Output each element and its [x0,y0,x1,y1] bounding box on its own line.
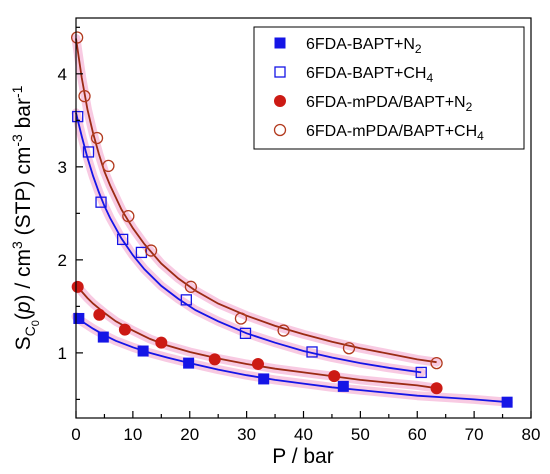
data-point-s0 [183,357,195,369]
x-tick-label: 40 [294,425,313,444]
data-point-s3 [78,89,91,103]
legend-marker-1 [274,66,286,78]
data-point-s1 [306,346,318,358]
data-point-s0 [337,380,349,392]
x-axis-ticks: 0 10 20 30 40 50 60 70 80 [71,411,540,444]
y-title-sup-3: 3 [9,241,25,249]
data-point-s1 [95,196,107,208]
x-tick-label: 50 [351,425,370,444]
data-point-s3 [144,244,158,257]
y-title-rest1: ) / cm [12,249,35,302]
y-title-sub-c: C [22,326,38,336]
data-point-s0 [501,396,513,408]
data-point-s3 [184,280,198,293]
fit-curve-1 [75,112,422,374]
data-point-s3 [342,342,356,355]
fit-curve-2 [75,285,437,390]
data-markers [70,31,513,408]
y-title-rest2: (STP) cm [12,147,35,242]
data-point-s3 [70,31,84,44]
data-point-s1 [415,366,427,379]
data-point-s3 [277,324,290,337]
legend-marker-3 [273,123,287,137]
data-point-s1 [239,327,252,339]
y-title-p: p [12,301,35,314]
fit-curve-0 [75,315,509,404]
legend-label-bapt-n2: 6FDA-BAPT+N2 [306,36,422,56]
data-point-s2 [328,370,341,383]
x-tick-label: 10 [123,425,142,444]
y-title-open: ( [12,313,35,320]
legend-markers [273,37,287,137]
y-title-sub-0: 0 [30,320,42,326]
data-point-s0 [97,331,109,343]
data-point-s2 [155,336,168,349]
x-tick-label: 80 [522,425,541,444]
y-tick-label: 2 [58,251,67,270]
legend-label-bapt-ch4: 6FDA-BAPT+CH4 [306,65,433,85]
y-title-s: S [12,336,35,350]
legend-box [253,26,525,150]
y-axis-ticks: 1 2 3 4 [58,26,83,400]
data-point-s3 [122,209,135,223]
data-point-s0 [137,345,149,357]
y-tick-label: 1 [58,344,67,363]
y-axis-title: SC0(p) / cm3 (STP) cm-3 bar-1 [9,85,42,350]
data-point-s3 [234,312,248,325]
x-tick-label: 30 [237,425,256,444]
legend-marker-2 [274,95,286,107]
x-axis-title: P / bar [272,445,333,468]
x-tick-label: 70 [465,425,484,444]
data-point-s0 [258,373,270,385]
y-tick-label: 4 [58,65,67,84]
data-point-s1 [116,233,129,246]
data-point-s0 [73,312,85,324]
data-point-s2 [93,308,106,321]
data-point-s2 [252,358,264,371]
fit-curves [75,38,509,404]
data-point-s3 [102,159,115,173]
data-point-s3 [430,356,443,370]
data-point-s2 [118,323,131,336]
y-title-sup-neg3: -3 [9,134,25,147]
y-title-rest3: bar [12,98,35,134]
legend-label-mpda-n2: 6FDA-mPDA/BAPT+N2 [306,94,473,114]
x-tick-label: 0 [71,425,80,444]
data-point-s2 [71,280,84,293]
legend-marker-0 [274,37,286,49]
data-point-s1 [82,146,95,158]
legend-label-mpda-ch4: 6FDA-mPDA/BAPT+CH4 [306,123,484,143]
data-point-s1 [180,294,192,306]
x-tick-label: 20 [180,425,199,444]
y-tick-label: 3 [58,158,67,177]
data-point-s2 [208,353,221,366]
x-tick-label: 60 [408,425,427,444]
legend: 6FDA-BAPT+N2 6FDA-BAPT+CH4 6FDA-mPDA/BAP… [253,26,525,150]
y-title-sup-neg1: -1 [9,85,25,98]
data-point-s3 [90,131,104,145]
data-point-s2 [430,382,443,395]
data-point-s1 [72,110,84,123]
